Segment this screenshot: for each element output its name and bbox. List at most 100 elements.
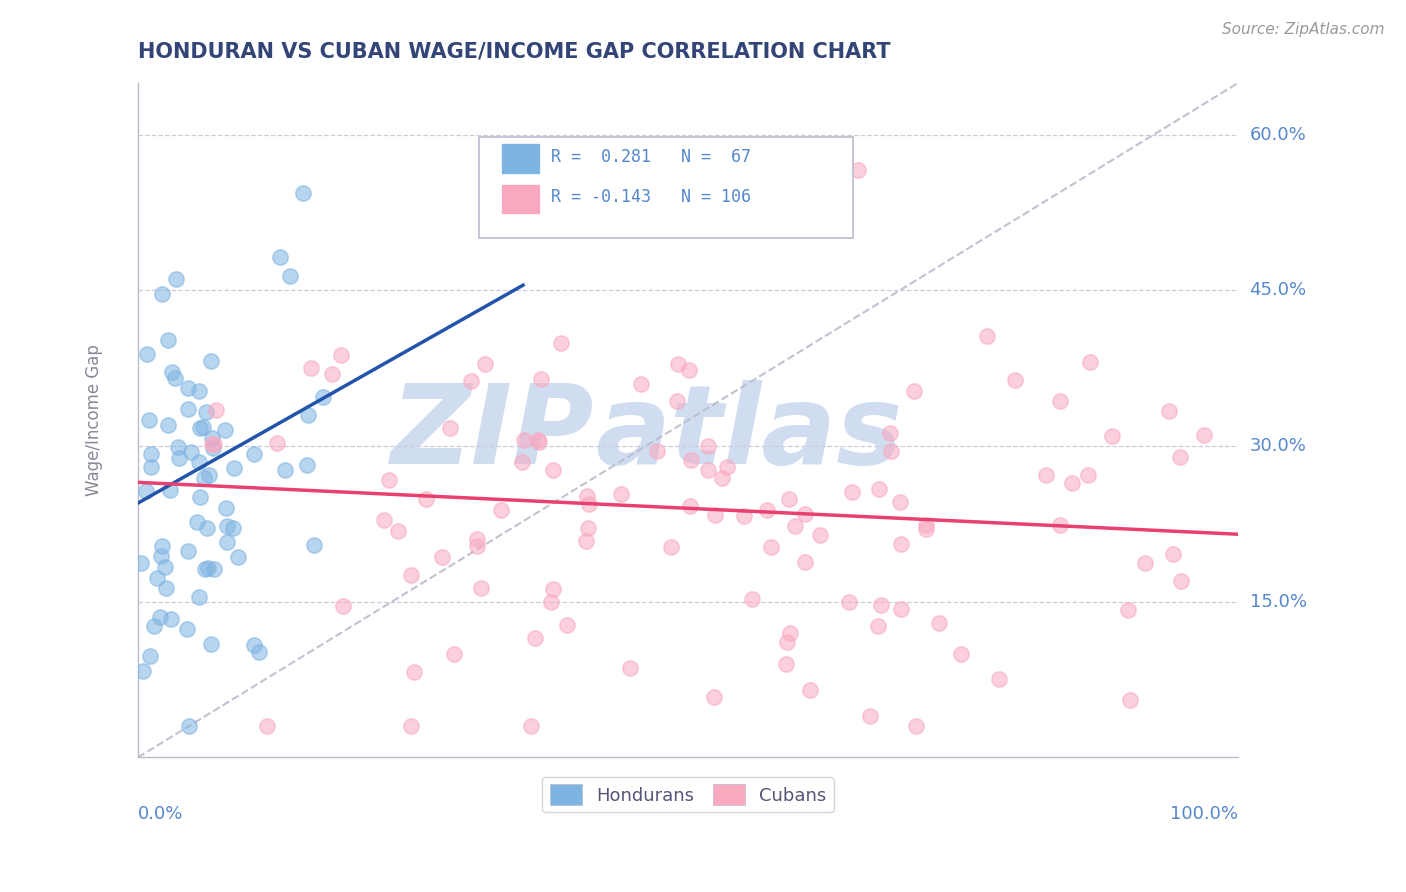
Point xyxy=(578,497,600,511)
Point xyxy=(150,539,173,553)
Point xyxy=(401,719,423,733)
Point xyxy=(1116,603,1139,617)
Text: 15.0%: 15.0% xyxy=(1250,592,1306,611)
Point xyxy=(785,519,807,533)
FancyBboxPatch shape xyxy=(479,136,853,238)
Point xyxy=(513,433,536,447)
Point xyxy=(297,408,319,422)
Text: ZIP: ZIP xyxy=(391,380,595,487)
Point xyxy=(799,683,821,698)
Point xyxy=(520,719,543,733)
Point xyxy=(838,595,860,609)
Point xyxy=(138,413,160,427)
Point xyxy=(474,357,496,371)
Point xyxy=(299,361,322,376)
Point xyxy=(890,537,912,551)
Point xyxy=(859,709,882,723)
Point xyxy=(269,250,291,264)
Point xyxy=(266,436,288,450)
Text: R = -0.143   N = 106: R = -0.143 N = 106 xyxy=(551,188,751,206)
Point xyxy=(841,485,863,500)
Point xyxy=(645,444,668,458)
Point xyxy=(187,455,209,469)
Point xyxy=(274,463,297,477)
Point xyxy=(1194,427,1216,442)
Point xyxy=(150,549,173,564)
Point xyxy=(204,402,226,417)
Point xyxy=(527,434,550,448)
Point xyxy=(202,441,225,455)
Point xyxy=(914,522,936,536)
Point xyxy=(330,348,353,362)
Point xyxy=(575,489,598,503)
Point xyxy=(465,532,488,546)
Point xyxy=(188,384,211,398)
Point xyxy=(530,371,553,385)
Point xyxy=(576,521,599,535)
Point xyxy=(879,425,901,440)
Point xyxy=(1080,355,1102,369)
Text: 100.0%: 100.0% xyxy=(1170,805,1239,822)
Point xyxy=(465,539,488,553)
Point xyxy=(332,599,354,614)
Point xyxy=(630,376,652,391)
Point xyxy=(527,435,550,450)
Point xyxy=(868,483,890,497)
Point xyxy=(870,598,893,612)
Point xyxy=(868,619,890,633)
Point xyxy=(278,268,301,283)
Point xyxy=(242,638,264,652)
Point xyxy=(1101,429,1123,443)
Point xyxy=(697,463,720,477)
FancyBboxPatch shape xyxy=(501,184,540,214)
Point xyxy=(666,357,689,371)
Point xyxy=(201,437,224,451)
Point xyxy=(186,515,208,529)
Point xyxy=(247,645,270,659)
Point xyxy=(193,470,215,484)
Point xyxy=(157,418,180,433)
Point xyxy=(198,467,221,482)
Point xyxy=(928,616,950,631)
Point xyxy=(217,519,239,533)
Point xyxy=(890,602,912,616)
Point xyxy=(443,647,465,661)
Point xyxy=(523,631,546,645)
Point xyxy=(756,503,779,517)
Point xyxy=(1060,475,1083,490)
Point xyxy=(162,365,184,379)
Point xyxy=(678,363,700,377)
Legend: Hondurans, Cubans: Hondurans, Cubans xyxy=(543,777,834,813)
Point xyxy=(555,618,578,632)
Point xyxy=(761,540,783,554)
Point xyxy=(775,657,797,671)
Point xyxy=(880,443,903,458)
Point xyxy=(160,611,183,625)
Text: 30.0%: 30.0% xyxy=(1250,437,1306,455)
Point xyxy=(1170,574,1192,588)
Point xyxy=(550,336,572,351)
Point xyxy=(430,549,453,564)
Point xyxy=(312,391,335,405)
Point xyxy=(439,421,461,435)
Point xyxy=(914,518,936,533)
Point xyxy=(808,528,831,542)
Point xyxy=(778,491,800,506)
Point xyxy=(214,423,236,437)
Point xyxy=(976,329,998,343)
Point xyxy=(139,648,162,663)
Point xyxy=(141,447,163,461)
Point xyxy=(1157,404,1180,418)
Point xyxy=(1118,693,1140,707)
Point xyxy=(176,622,198,636)
Point xyxy=(1133,557,1156,571)
Point xyxy=(202,437,225,451)
Point xyxy=(415,491,437,506)
Point xyxy=(243,447,266,461)
Point xyxy=(489,502,512,516)
Point xyxy=(404,665,426,679)
Point xyxy=(152,287,174,301)
Point xyxy=(226,550,249,565)
Point xyxy=(194,562,217,576)
Text: 60.0%: 60.0% xyxy=(1250,126,1306,144)
